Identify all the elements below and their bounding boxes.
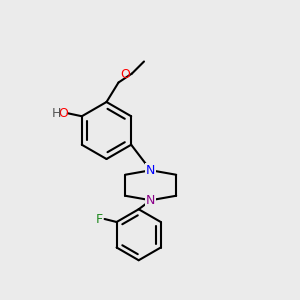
Text: F: F xyxy=(96,212,103,226)
Text: O: O xyxy=(58,107,68,120)
Text: N: N xyxy=(146,194,155,207)
Text: H: H xyxy=(51,107,61,120)
Text: N: N xyxy=(146,164,155,177)
Text: O: O xyxy=(120,68,130,81)
